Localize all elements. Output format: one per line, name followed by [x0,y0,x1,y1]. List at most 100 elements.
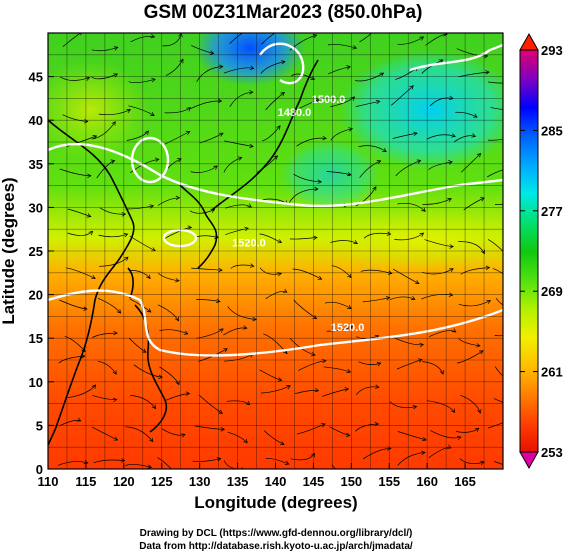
streamline-arrow [317,179,323,184]
streamline [259,267,282,275]
streamline [67,384,96,398]
streamline-arrow [91,274,96,280]
streamline [362,297,390,303]
streamline [190,165,218,173]
streamline [91,47,118,52]
streamline [92,395,117,400]
streamline-arrow [419,232,425,237]
streamline [289,34,317,51]
streamline-arrow [350,96,356,101]
streamline-arrow [279,441,285,446]
streamline [159,366,180,385]
streamline-arrow [245,400,251,406]
streamline [460,153,481,173]
streamline-arrow [414,280,420,285]
streamline [487,138,503,141]
streamline [494,366,503,377]
streamline [458,338,481,347]
streamline-arrow [422,436,427,442]
streamline [288,188,319,203]
streamline-arrow [476,152,482,158]
streamline-arrow [110,159,116,164]
streamline [259,369,282,381]
streamline-arrow [312,33,318,39]
contour-label: 1520.0 [331,322,365,334]
streamline [161,428,186,436]
streamline-arrow [249,65,255,70]
streamline-arrow [76,417,82,422]
streamline [495,298,503,306]
streamline [196,299,220,302]
streamline [262,125,281,142]
streamline [225,227,249,236]
streamline [97,297,121,314]
streamline-arrow [237,156,243,161]
streamline [157,197,180,206]
streamline [390,296,416,300]
streamline [422,198,452,205]
colorbar-ticks: 293 285 277 269 261 253 [520,43,563,460]
x-tick-label: 135 [227,474,249,489]
streamline-arrow [112,370,117,375]
streamline [363,232,391,239]
streamline-arrow [242,325,248,330]
streamline-arrow [85,76,91,81]
streamline [194,425,225,430]
streamline [229,33,244,45]
streamline-arrow [249,263,255,268]
streamline [164,107,191,114]
streamline [458,71,490,78]
streamline-arrow [511,166,515,170]
cold-core-north [195,33,305,86]
streamline [125,463,152,468]
streamline [453,135,476,143]
streamline [230,264,254,269]
streamline [425,33,448,46]
streamline [331,265,352,278]
streamline [164,393,190,402]
map-grid [47,32,504,470]
streamline [91,332,118,339]
streamline [227,431,248,444]
streamline [296,423,326,435]
streamline [422,361,444,375]
streamline-arrow [113,330,118,336]
streamline-arrow [477,409,482,414]
streamline [96,160,115,179]
streamline-arrow [353,239,359,245]
cool-region-central [280,140,380,210]
streamline [165,59,184,76]
streamline [58,461,88,466]
colorbar-label: 253 [541,445,563,460]
streamline-arrow [219,328,224,333]
streamline-arrow [175,278,180,283]
streamline-arrow [512,280,516,284]
streamline [395,160,421,177]
streamline [397,36,424,45]
streamline [326,171,352,176]
streamline [421,59,443,74]
colorbar-body [519,49,539,453]
streamline [293,173,322,183]
streamline-arrow [286,385,291,390]
x-tick-label: 115 [75,474,96,489]
streamline-arrow [386,231,392,236]
colorbar-label: 277 [541,204,563,219]
x-tick-label: 145 [303,474,325,489]
streamline [190,100,222,110]
streamline [198,348,228,362]
streamline-arrow [113,46,119,51]
streamline [293,299,317,319]
streamline-arrow [121,212,127,217]
streamline [99,207,126,215]
streamline [455,428,479,433]
streamline [322,388,349,397]
streamline-arrow [185,131,191,136]
streamline [260,385,291,394]
streamline [158,272,180,282]
streamline-arrow [508,257,512,261]
streamline [157,457,173,469]
streamline-arrow [187,225,193,230]
streamline [326,326,353,332]
streamline-arrow [317,275,323,280]
